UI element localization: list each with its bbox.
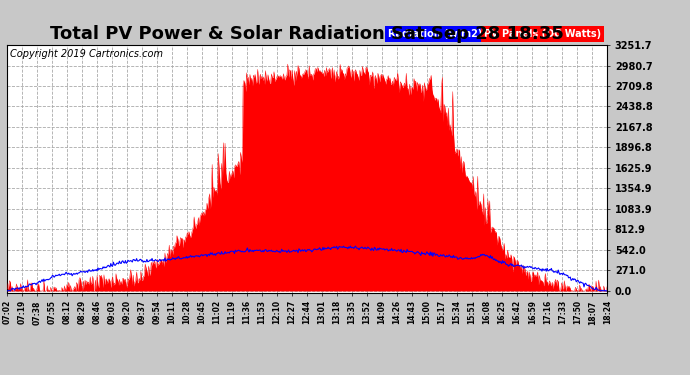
Text: PV Panels (DC Watts): PV Panels (DC Watts) [484,29,601,39]
Text: Copyright 2019 Cartronics.com: Copyright 2019 Cartronics.com [10,49,163,59]
Text: Radiation (w/m2): Radiation (w/m2) [388,29,482,39]
Title: Total PV Power & Solar Radiation Sat Sep 28 18:35: Total PV Power & Solar Radiation Sat Sep… [50,26,564,44]
